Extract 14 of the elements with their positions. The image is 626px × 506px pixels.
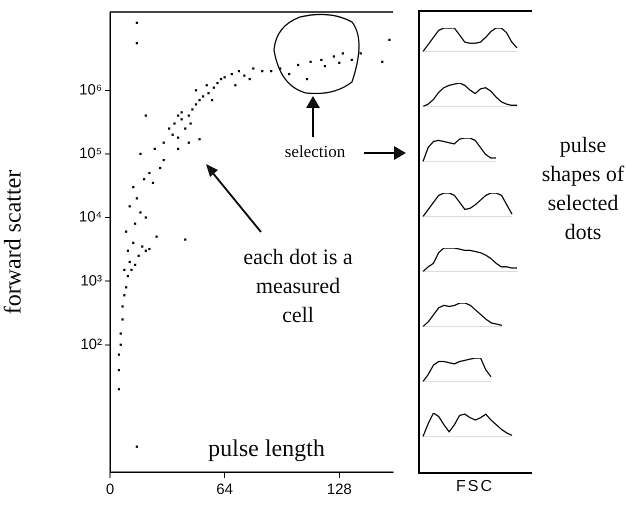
y-tick-label: 10⁴ (78, 208, 102, 226)
y-tick-label: 10⁵ (79, 145, 102, 162)
annotation: each dot is a measured cell (242, 243, 354, 329)
x-tick-label: 64 (216, 481, 233, 498)
x-axis-title: pulse length (208, 436, 325, 462)
annotation: selection (284, 142, 346, 162)
y-tick-label: 10³ (80, 272, 102, 290)
y-tick-label: 10² (80, 336, 102, 353)
y-axis-title: forward scatter (0, 170, 27, 314)
x-tick-label: 128 (326, 481, 352, 498)
x-tick-label: 0 (106, 481, 114, 498)
x-axis-title: FSC (455, 478, 495, 496)
text: pulse shapes of selected dots (540, 131, 626, 246)
y-tick-label: 10⁶ (79, 81, 102, 98)
